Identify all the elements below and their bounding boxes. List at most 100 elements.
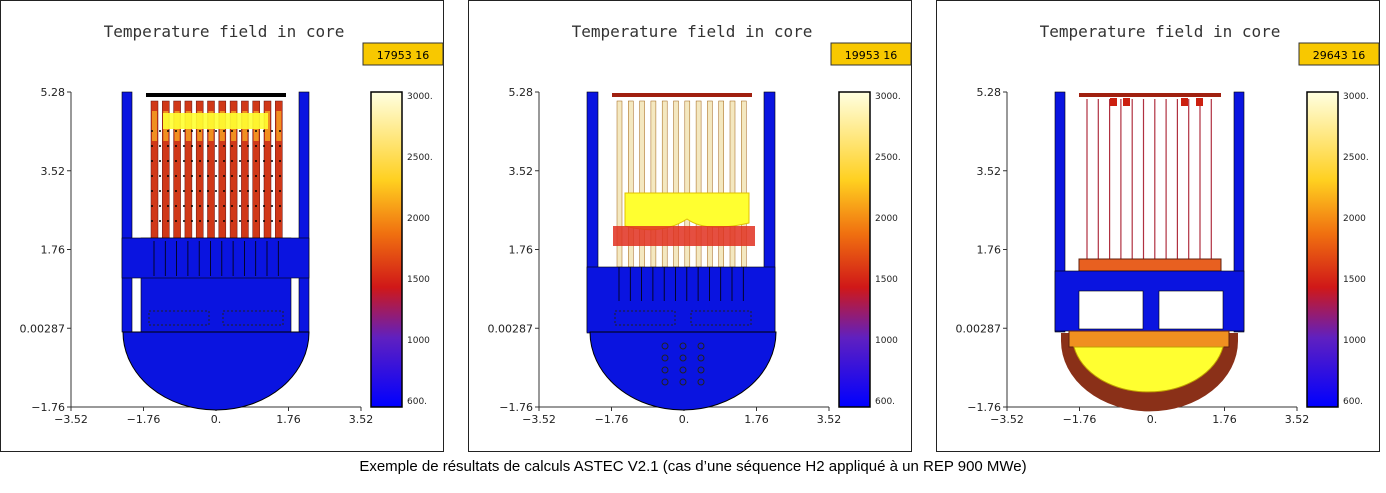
time-badge-label: 29643 16 xyxy=(1313,49,1366,62)
chart-title: Temperature field in core xyxy=(1040,22,1281,41)
x-tick-label: 3.52 xyxy=(1285,413,1310,426)
core-geometry xyxy=(121,91,310,411)
lower-head-penetration xyxy=(697,378,705,386)
x-tick-label: 1.76 xyxy=(744,413,769,426)
corium-pool xyxy=(1073,346,1224,393)
x-tick-label: −3.52 xyxy=(522,413,556,426)
lower-head-penetration xyxy=(661,366,669,374)
chart-title: Temperature field in core xyxy=(572,22,813,41)
lower-plenum xyxy=(586,266,776,334)
support-grid-right xyxy=(690,310,752,326)
colorbar xyxy=(838,91,871,408)
colorbar-tick-label: 2000 xyxy=(407,214,430,224)
debris-spot xyxy=(1181,98,1188,106)
fuel-rod-hot-zone xyxy=(276,111,282,141)
time-badge xyxy=(1298,42,1380,66)
y-tick-label: 1.76 xyxy=(977,244,1002,257)
lower-head-penetration xyxy=(697,354,705,362)
y-tick-label: 3.52 xyxy=(509,165,534,178)
time-badge-label: 19953 16 xyxy=(845,49,898,62)
core-top-plate xyxy=(612,93,752,97)
colorbar-tick-label: 3000. xyxy=(407,92,433,102)
colorbar-tick-label: 600. xyxy=(875,397,895,407)
core-top-plate xyxy=(146,93,286,97)
lower-head-penetration xyxy=(661,354,669,362)
debris-spot xyxy=(1110,98,1117,106)
y-tick-label: 1.76 xyxy=(509,244,534,257)
colorbar-tick-label: 2500. xyxy=(875,153,901,163)
vessel-lower-head xyxy=(589,331,777,411)
vessel-wall-left xyxy=(1054,91,1066,333)
x-tick-label: −1.76 xyxy=(1063,413,1097,426)
lower-head-penetration xyxy=(661,378,669,386)
debris-bed xyxy=(1078,258,1222,272)
y-tick-label: 0.00287 xyxy=(20,322,66,335)
colorbar-tick-label: 2000 xyxy=(875,214,898,224)
colorbar-tick-label: 1500 xyxy=(407,275,430,285)
chart-panel-1: Temperature field in core 17953 16 5.28 3.5… xyxy=(0,0,444,452)
vessel-wall-right xyxy=(1233,91,1245,333)
x-tick-label: −3.52 xyxy=(990,413,1024,426)
lower-head-penetration xyxy=(679,378,687,386)
support-grid-right xyxy=(222,310,284,326)
lower-head-penetration xyxy=(679,342,687,350)
colorbar-tick-label: 2500. xyxy=(407,153,433,163)
lower-head-penetration xyxy=(661,342,669,350)
y-tick-label: 0.00287 xyxy=(488,322,534,335)
hot-band xyxy=(163,113,268,129)
core-top-plate xyxy=(1079,93,1221,97)
vessel-wall-right xyxy=(298,91,310,333)
time-badge xyxy=(830,42,912,66)
colorbar-tick-label: 600. xyxy=(1343,397,1363,407)
y-tick-label: 3.52 xyxy=(977,165,1002,178)
x-tick-label: −1.76 xyxy=(127,413,161,426)
colorbar-tick-label: 1000 xyxy=(1343,336,1366,346)
x-tick-label: 1.76 xyxy=(276,413,301,426)
core-geometry xyxy=(1054,91,1245,412)
colorbar xyxy=(370,91,403,408)
time-badge-label: 17953 16 xyxy=(377,49,430,62)
x-tick-label: 1.76 xyxy=(1212,413,1237,426)
x-tick-label: −1.76 xyxy=(595,413,629,426)
colorbar-tick-label: 1000 xyxy=(407,336,430,346)
y-tick-label: −1.76 xyxy=(31,401,65,414)
colorbar-tick-label: 1500 xyxy=(875,275,898,285)
time-badge xyxy=(362,42,444,66)
support-grid-left xyxy=(614,310,676,326)
colorbar-tick-label: 3000. xyxy=(1343,92,1369,102)
support-grid-left xyxy=(148,310,210,326)
y-tick-label: 3.52 xyxy=(41,165,66,178)
y-tick-label: 5.28 xyxy=(509,86,534,99)
vessel-lower-head xyxy=(122,331,310,411)
lower-head-penetration xyxy=(697,342,705,350)
chart-title: Temperature field in core xyxy=(104,22,345,41)
colorbar-tick-label: 1500 xyxy=(1343,275,1366,285)
core-geometry xyxy=(586,91,777,411)
y-tick-label: −1.76 xyxy=(967,401,1001,414)
chart-panel-3: Temperature field in core 29643 16 5.28 3.5… xyxy=(936,0,1380,452)
y-tick-label: 5.28 xyxy=(41,86,66,99)
chart-svg: Temperature field in core 17953 16 5.28 3.5… xyxy=(20,22,444,426)
fuel-rod-hot-zone xyxy=(152,111,157,141)
x-tick-label: 0. xyxy=(1147,413,1158,426)
x-tick-label: 0. xyxy=(211,413,222,426)
colorbar-tick-label: 3000. xyxy=(875,92,901,102)
lower-head-penetration xyxy=(697,366,705,374)
x-tick-label: 3.52 xyxy=(349,413,374,426)
y-tick-label: 5.28 xyxy=(977,86,1002,99)
lower-head-penetration xyxy=(679,354,687,362)
lower-head-penetration xyxy=(679,366,687,374)
debris-spot xyxy=(1123,98,1130,106)
x-tick-label: −3.52 xyxy=(54,413,88,426)
chart-svg: Temperature field in core 29643 16 5.28 3.5… xyxy=(956,22,1380,426)
colorbar-tick-label: 600. xyxy=(407,397,427,407)
y-tick-label: −1.76 xyxy=(499,401,533,414)
figure-caption: Exemple de résultats de calculs ASTEC V2… xyxy=(359,458,1027,475)
hot-crust xyxy=(613,226,755,246)
vessel-wall-left xyxy=(121,91,133,333)
colorbar-tick-label: 2000 xyxy=(1343,214,1366,224)
x-tick-label: 0. xyxy=(679,413,690,426)
y-tick-label: 0.00287 xyxy=(956,322,1002,335)
colorbar-tick-label: 1000 xyxy=(875,336,898,346)
colorbar-tick-label: 2500. xyxy=(1343,153,1369,163)
